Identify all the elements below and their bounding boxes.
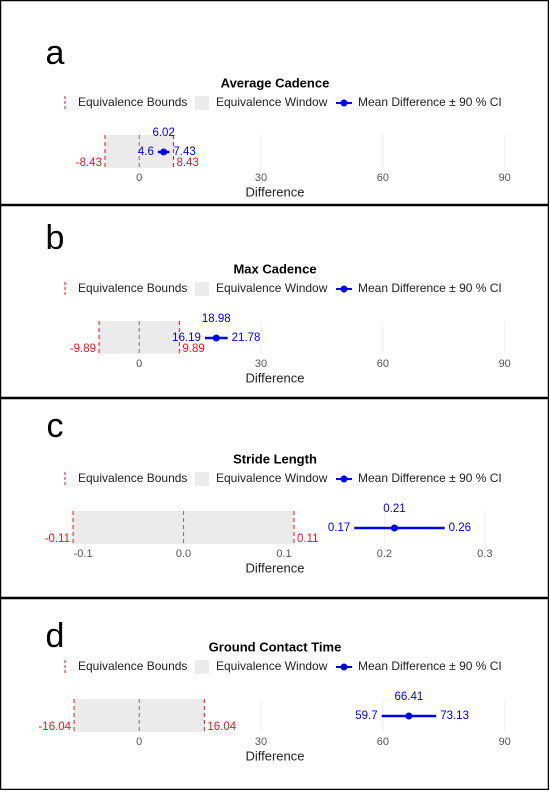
panel-border: [0, 398, 549, 598]
panel-letter: a: [46, 34, 65, 72]
ci-upper-label: 73.13: [440, 710, 469, 722]
mean-point: [390, 524, 398, 532]
legend-bounds: Equivalence Bounds: [78, 471, 187, 485]
x-tick-label: 30: [255, 736, 267, 748]
x-axis-label: Difference: [245, 184, 304, 199]
panel-letter: d: [46, 617, 65, 655]
panel-letter: c: [47, 407, 64, 445]
x-tick-label: 90: [499, 358, 511, 370]
panel-title: Max Cadence: [233, 261, 316, 276]
mean-point: [405, 712, 413, 720]
legend-window-icon: [195, 96, 209, 110]
x-axis-label: Difference: [245, 560, 304, 575]
x-tick-label: 60: [377, 358, 389, 370]
mean-label: 18.98: [202, 313, 231, 325]
bound-label: 16.04: [207, 721, 236, 733]
chart-panel: a Average Cadence Equivalence Bounds Equiva…: [0, 0, 549, 205]
panel-letter: b: [46, 219, 65, 257]
x-tick-label: 0.3: [477, 548, 492, 560]
panel-title: Ground Contact Time: [209, 639, 342, 654]
bound-label: 8.43: [176, 157, 198, 169]
panel-title: Stride Length: [233, 451, 317, 466]
x-tick-label: -0.1: [74, 548, 93, 560]
x-axis-label: Difference: [245, 748, 304, 763]
ci-upper-label: 0.26: [449, 522, 471, 534]
legend-bounds: Equivalence Bounds: [78, 659, 187, 673]
x-tick-label: 90: [499, 736, 511, 748]
x-tick-label: 0: [136, 172, 142, 184]
ci-upper-label: 21.78: [232, 332, 261, 344]
bound-label: -8.43: [76, 157, 102, 169]
legend-estimate-dot: [340, 475, 348, 483]
x-tick-label: 0: [136, 736, 142, 748]
panel-border: [0, 205, 549, 398]
bound-label: 0.11: [297, 533, 319, 545]
legend-estimate: Mean Difference ± 90 % CI: [358, 95, 502, 109]
mean-label: 0.21: [383, 503, 405, 515]
bound-label: -0.11: [45, 533, 70, 545]
ci-lower-label: 16.19: [172, 332, 201, 344]
legend-estimate-dot: [340, 663, 348, 671]
x-axis-label: Difference: [245, 370, 304, 385]
x-tick-label: 30: [255, 358, 267, 370]
legend-bounds: Equivalence Bounds: [78, 95, 187, 109]
legend-window: Equivalence Window: [216, 95, 328, 109]
panel-border: [0, 598, 549, 790]
legend-window: Equivalence Window: [216, 471, 328, 485]
legend-window-icon: [195, 660, 209, 674]
ci-upper-label: 7.43: [173, 146, 195, 158]
x-tick-label: 30: [255, 172, 267, 184]
chart-panel: d Ground Contact Time Equivalence Bounds Eq…: [0, 598, 549, 790]
legend-estimate: Mean Difference ± 90 % CI: [358, 281, 502, 295]
ci-lower-label: 59.7: [355, 710, 377, 722]
x-tick-label: 60: [377, 172, 389, 184]
legend-bounds: Equivalence Bounds: [78, 281, 187, 295]
legend-window: Equivalence Window: [216, 281, 328, 295]
legend-estimate-dot: [340, 99, 348, 107]
bound-label: -9.89: [70, 343, 96, 355]
legend-estimate: Mean Difference ± 90 % CI: [358, 659, 502, 673]
mean-label: 6.02: [152, 127, 174, 139]
ci-lower-label: 4.6: [138, 146, 154, 158]
chart-panel: c Stride Length Equivalence Bounds Equivale…: [0, 398, 549, 598]
x-tick-label: 90: [499, 172, 511, 184]
legend-estimate-dot: [340, 285, 348, 293]
mean-point: [212, 334, 220, 342]
bound-label: 9.89: [182, 343, 204, 355]
chart-panel: b Max Cadence Equivalence Bounds Equivalenc…: [0, 205, 549, 398]
x-tick-label: 60: [377, 736, 389, 748]
x-tick-label: 0.1: [276, 548, 291, 560]
bound-label: -16.04: [38, 721, 71, 733]
legend-estimate: Mean Difference ± 90 % CI: [358, 471, 502, 485]
ci-lower-label: 0.17: [328, 522, 350, 534]
x-tick-label: 0.2: [377, 548, 392, 560]
x-tick-label: 0: [136, 358, 142, 370]
x-tick-label: 0.0: [176, 548, 191, 560]
panel-title: Average Cadence: [221, 75, 330, 90]
legend-window-icon: [195, 282, 209, 296]
mean-label: 66.41: [395, 691, 424, 703]
panel-border: [0, 0, 549, 205]
mean-point: [160, 148, 168, 156]
legend-window: Equivalence Window: [216, 659, 328, 673]
legend-window-icon: [195, 472, 209, 486]
